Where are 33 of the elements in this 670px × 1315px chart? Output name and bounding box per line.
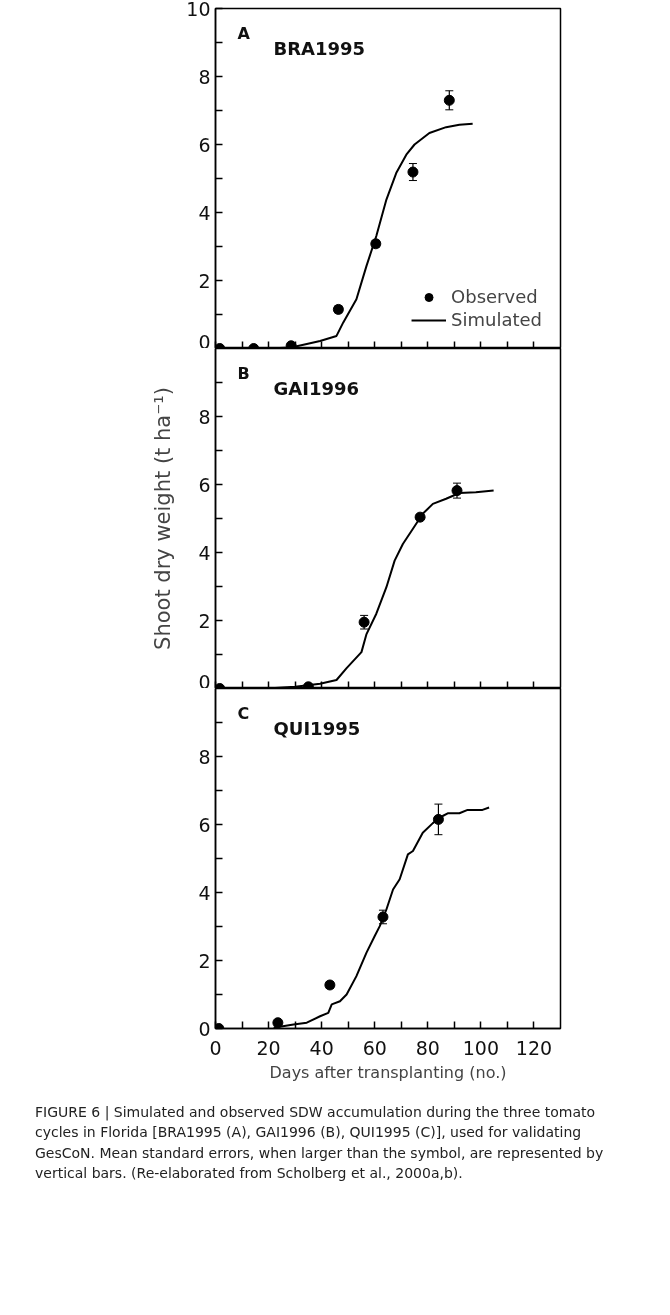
y-tick-label: 0 bbox=[198, 330, 211, 353]
y-tick-label: 10 bbox=[186, 0, 211, 20]
y-tick-label: 2 bbox=[198, 949, 211, 972]
y-tick-label: 2 bbox=[198, 609, 211, 632]
text: QUI1995 bbox=[273, 717, 361, 739]
y-tick-label: 8 bbox=[198, 405, 211, 428]
caption: FIGURE 6 | Simulated and observed SDW accumulation during the three tomato cycles in Florida [BRA1995 (A), GAI1996 (B), QUI1995 (C)], used for validating GesCoN. Mean standard errors, when larger than the symbol, are represented by vertical bars. (Re-elaborated from Scholberg et al., 2000a,b). bbox=[35, 1103, 605, 1183]
legend-label: Simulated bbox=[451, 309, 542, 330]
y-tick-label: 4 bbox=[198, 201, 211, 224]
annotation: B bbox=[237, 363, 250, 383]
x-tick-label: 100 bbox=[462, 1036, 500, 1059]
annotation: A bbox=[237, 23, 251, 43]
y-tick-label: 2 bbox=[198, 269, 211, 292]
x-tick-label: 20 bbox=[256, 1036, 281, 1059]
y-tick-label: 4 bbox=[198, 541, 211, 564]
text: BRA1995 bbox=[273, 37, 366, 59]
y-axis-title: Shoot dry weight (t ha⁻¹) bbox=[151, 387, 176, 650]
y-tick-label: 6 bbox=[198, 813, 211, 836]
x-tick-label: 120 bbox=[515, 1036, 553, 1059]
annotation: C bbox=[237, 703, 250, 723]
x-axis-title: Days after transplanting (no.) bbox=[269, 1062, 507, 1082]
y-tick-label: 8 bbox=[198, 745, 211, 768]
y-tick-label: 8 bbox=[198, 65, 211, 88]
y-tick-label: 4 bbox=[198, 881, 211, 904]
x-tick-label: 40 bbox=[309, 1036, 334, 1059]
x-tick-label: 80 bbox=[415, 1036, 440, 1059]
legend-label: Observed bbox=[451, 286, 538, 307]
text: GAI1996 bbox=[273, 377, 359, 399]
y-tick-label: 6 bbox=[198, 473, 211, 496]
x-tick-label: 60 bbox=[362, 1036, 387, 1059]
y-tick-label: 6 bbox=[198, 133, 211, 156]
y-tick-label: 0 bbox=[198, 1017, 211, 1040]
y-tick-label: 0 bbox=[198, 670, 211, 693]
